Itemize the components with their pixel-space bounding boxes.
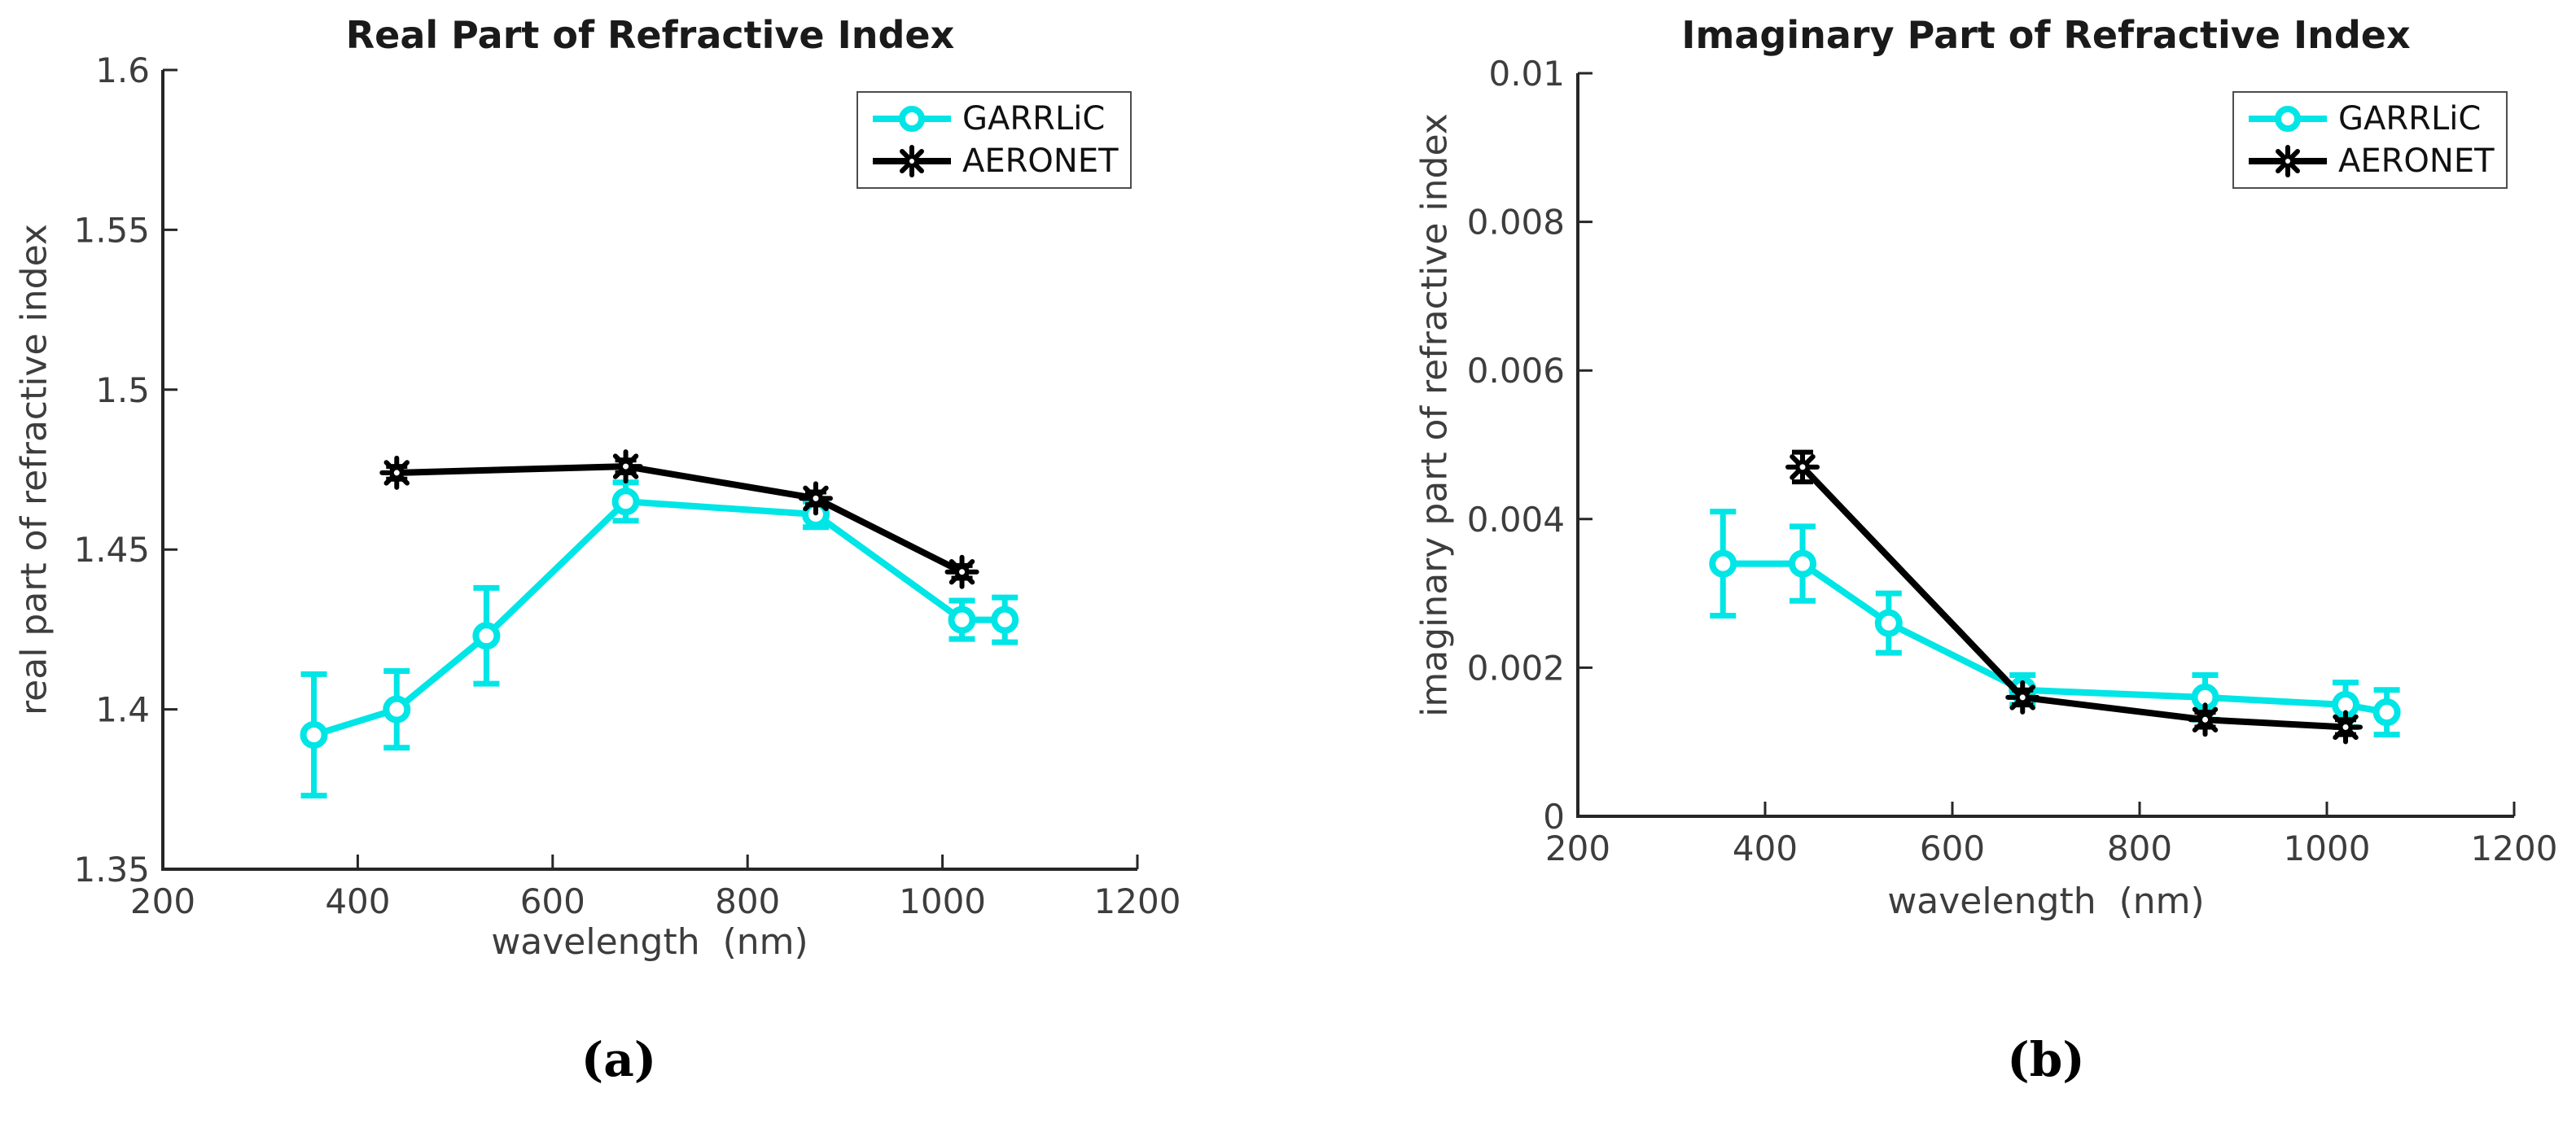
- garrlic-data-point-marker: [611, 487, 640, 516]
- garrlic-line-marker-icon: [873, 106, 951, 132]
- x-tick-label: 1200: [2471, 829, 2558, 868]
- panel-b-sublabel: (b): [2007, 1032, 2085, 1087]
- aeronet-series-line: [1799, 463, 2349, 731]
- x-tick-label: 200: [1545, 829, 1610, 868]
- garrlic-data-point-marker: [1709, 549, 1737, 578]
- legend-label-garrlic: GARRLiC: [2338, 100, 2482, 138]
- garrlic-data-point-marker: [948, 606, 976, 634]
- y-tick-label: 0.006: [1467, 351, 1565, 391]
- aeronet-data-point-marker: [1785, 449, 1820, 484]
- y-tick-label: 1.5: [95, 370, 150, 410]
- legend-entry-aeronet: AERONET: [2234, 140, 2506, 182]
- x-tick-label: 400: [325, 881, 390, 921]
- legend-entry-aeronet: AERONET: [858, 140, 1130, 182]
- y-tick-label: 1.6: [95, 50, 150, 90]
- marker-center-dot: [623, 463, 629, 470]
- x-tick-label: 800: [715, 881, 780, 921]
- y-tick-label: 1.35: [73, 850, 150, 890]
- panel-a-plot: 200 400 600 800 1000 1200 1.35 1.4 1.45 1.5 1.55 1.…: [73, 50, 1181, 921]
- panel-a-legend: GARRLiC AERONET: [856, 91, 1132, 189]
- legend-entry-garrlic: GARRLiC: [2234, 98, 2506, 140]
- y-tick-label: 0.004: [1467, 500, 1565, 540]
- panel-b-legend: GARRLiC AERONET: [2232, 91, 2508, 189]
- marker-center-dot: [1799, 464, 1806, 470]
- panel-b-plot: 200 400 600 800 1000 1200 0 0.002 0.004 0.006 0.00…: [1467, 54, 2558, 868]
- panel-a-sublabel: (a): [580, 1032, 657, 1087]
- aeronet-series-line: [393, 463, 966, 575]
- x-tick-label: 1000: [2284, 829, 2371, 868]
- x-tick-label: 400: [1733, 829, 1798, 868]
- legend-label-garrlic: GARRLiC: [962, 100, 1106, 138]
- x-tick-label: 600: [520, 881, 585, 921]
- x-tick-label: 1200: [1094, 881, 1181, 921]
- legend-entry-garrlic: GARRLiC: [858, 98, 1130, 140]
- garrlic-line-marker-icon: [2249, 106, 2327, 132]
- garrlic-data-point-marker: [472, 622, 501, 650]
- panel-b-x-axis-label: wavelength (nm): [1887, 881, 2205, 922]
- marker-center-dot: [2202, 716, 2208, 723]
- legend-label-aeronet: AERONET: [2338, 142, 2495, 180]
- marker-center-dot: [2019, 694, 2026, 701]
- y-tick-label: 1.4: [95, 690, 150, 730]
- aeronet-data-point-marker: [944, 554, 979, 589]
- marker-center-dot: [2342, 724, 2349, 730]
- aeronet-data-point-marker: [2188, 702, 2223, 737]
- y-tick-label: 0.01: [1488, 54, 1565, 94]
- garrlic-data-point-marker: [2372, 698, 2401, 727]
- panel-a-x-axis-label: wavelength (nm): [491, 921, 808, 963]
- legend-label-aeronet: AERONET: [962, 142, 1119, 180]
- x-tick-label: 1000: [899, 881, 986, 921]
- aeronet-data-point-marker: [2005, 680, 2040, 715]
- aeronet-line-marker-icon: [873, 145, 951, 177]
- aeronet-line-marker-icon: [2249, 145, 2327, 177]
- aeronet-data-point-marker: [608, 449, 643, 484]
- marker-center-dot: [393, 470, 400, 476]
- panel-a-title: Real Part of Refractive Index: [345, 13, 955, 57]
- panel-a-y-axis-label: real part of refractive index: [13, 224, 55, 715]
- y-tick-label: 0.002: [1467, 648, 1565, 688]
- garrlic-data-point-marker: [1874, 609, 1903, 637]
- y-tick-label: 0.008: [1467, 203, 1565, 243]
- x-tick-label: 800: [2107, 829, 2172, 868]
- x-tick-label: 200: [130, 881, 195, 921]
- aeronet-data-point-marker: [798, 481, 833, 516]
- aeronet-data-point-marker: [379, 455, 414, 490]
- garrlic-data-point-marker: [383, 695, 411, 724]
- garrlic-data-point-marker: [991, 606, 1019, 634]
- garrlic-series-line: [310, 498, 1009, 739]
- panel-b-title: Imaginary Part of Refractive Index: [1681, 13, 2411, 57]
- garrlic-data-point-marker: [1789, 549, 1816, 578]
- aeronet-data-point-marker: [2328, 710, 2363, 745]
- marker-center-dot: [813, 495, 819, 501]
- panel-b-y-axis-label: imaginary part of refractive index: [1413, 113, 1456, 717]
- garrlic-data-point-marker: [300, 721, 328, 750]
- garrlic-series-line: [1720, 560, 2390, 716]
- y-tick-label: 1.55: [73, 210, 150, 250]
- y-tick-label: 1.45: [73, 530, 150, 570]
- y-tick-label: 0: [1543, 797, 1565, 837]
- marker-center-dot: [959, 569, 966, 575]
- x-tick-label: 600: [1920, 829, 1985, 868]
